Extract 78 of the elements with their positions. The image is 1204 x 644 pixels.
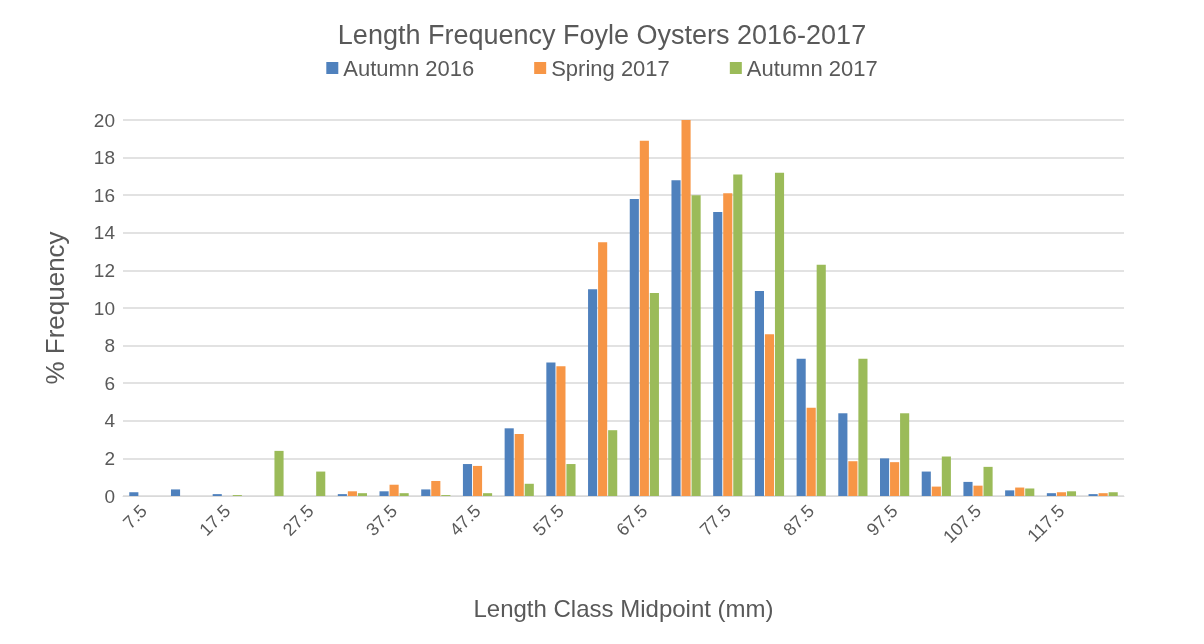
bar — [890, 462, 900, 496]
bar — [462, 464, 473, 496]
bar — [379, 491, 389, 496]
bar — [129, 492, 139, 496]
bar — [754, 291, 765, 496]
bar — [274, 450, 284, 496]
y-tick-label: 8 — [104, 335, 115, 357]
bar — [1108, 492, 1118, 496]
bar — [691, 195, 701, 496]
bar — [774, 172, 785, 496]
y-tick-label: 2 — [104, 447, 115, 469]
bar — [921, 471, 931, 496]
bar — [816, 264, 826, 496]
bar — [566, 464, 576, 496]
bar — [941, 456, 951, 496]
bar — [1098, 493, 1108, 496]
y-tick-label: 6 — [104, 372, 115, 394]
bar — [713, 212, 723, 496]
x-tick-label: 7.5 — [119, 500, 151, 533]
bar — [421, 489, 431, 496]
bar — [931, 486, 941, 496]
bar — [1056, 492, 1066, 496]
bar — [357, 493, 367, 496]
chart-title: Length Frequency Foyle Oysters 2016-2017 — [337, 19, 867, 50]
y-tick-label: 10 — [93, 297, 115, 319]
bar — [671, 180, 681, 496]
bar — [973, 485, 983, 496]
y-tick-label: 0 — [104, 485, 115, 507]
bar — [598, 242, 608, 496]
legend-label: Spring 2017 — [551, 55, 670, 81]
y-tick-label: 4 — [104, 410, 116, 432]
bar — [399, 493, 409, 496]
y-axis-title: % Frequency — [40, 231, 70, 385]
legend-label: Autumn 2016 — [343, 55, 475, 81]
bar — [608, 430, 618, 496]
bar — [733, 174, 743, 496]
bar — [983, 466, 993, 496]
bar — [858, 358, 868, 496]
legend-label: Autumn 2017 — [746, 55, 878, 81]
bar — [588, 289, 598, 496]
x-tick-label: 47.5 — [445, 500, 485, 540]
bar — [848, 461, 858, 496]
bar — [880, 458, 890, 496]
bar — [431, 480, 441, 496]
bar — [639, 140, 649, 496]
bar — [504, 428, 514, 496]
bar — [1025, 488, 1035, 496]
bar — [483, 493, 493, 496]
x-axis-title: Length Class Midpoint (mm) — [473, 594, 774, 622]
bar — [514, 433, 524, 496]
bar — [1066, 491, 1077, 496]
bar — [796, 358, 806, 496]
bar — [838, 413, 848, 496]
bar — [1015, 487, 1025, 496]
y-tick-label: 14 — [93, 222, 116, 244]
y-tick-label: 12 — [93, 259, 115, 281]
bar — [389, 484, 399, 496]
bar — [1046, 493, 1056, 496]
bar — [963, 481, 973, 496]
bar — [347, 491, 357, 496]
bar — [764, 334, 775, 496]
x-tick-label: 97.5 — [862, 500, 902, 540]
bar — [681, 120, 691, 496]
bar — [546, 362, 556, 496]
y-tick-label: 16 — [93, 184, 115, 206]
bar — [806, 407, 816, 496]
bar — [524, 483, 534, 496]
bar — [900, 413, 910, 496]
y-tick-label: 18 — [93, 147, 115, 169]
bar — [1005, 490, 1015, 496]
bar — [556, 366, 566, 496]
bar — [316, 471, 326, 496]
bar — [723, 193, 733, 496]
bar — [649, 292, 659, 496]
bar — [629, 198, 639, 496]
bar — [472, 465, 483, 496]
bar — [170, 489, 181, 496]
y-tick-label: 20 — [93, 109, 115, 131]
